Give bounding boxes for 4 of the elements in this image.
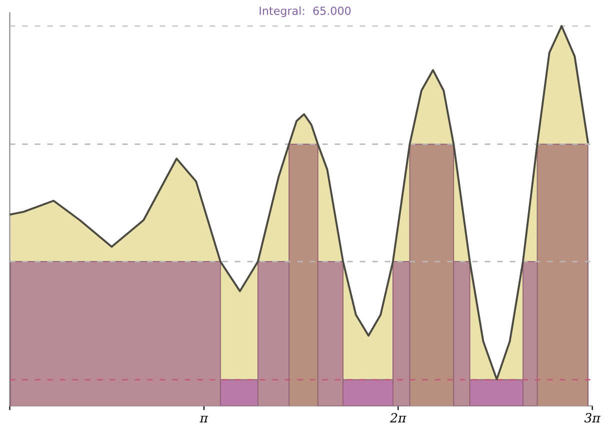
- x-tick-label: 2π: [390, 413, 406, 422]
- x-tick-label: π: [200, 416, 208, 422]
- chart-title: Integral: 65.000: [260, 6, 351, 18]
- x-tick-label: 3π: [584, 413, 601, 422]
